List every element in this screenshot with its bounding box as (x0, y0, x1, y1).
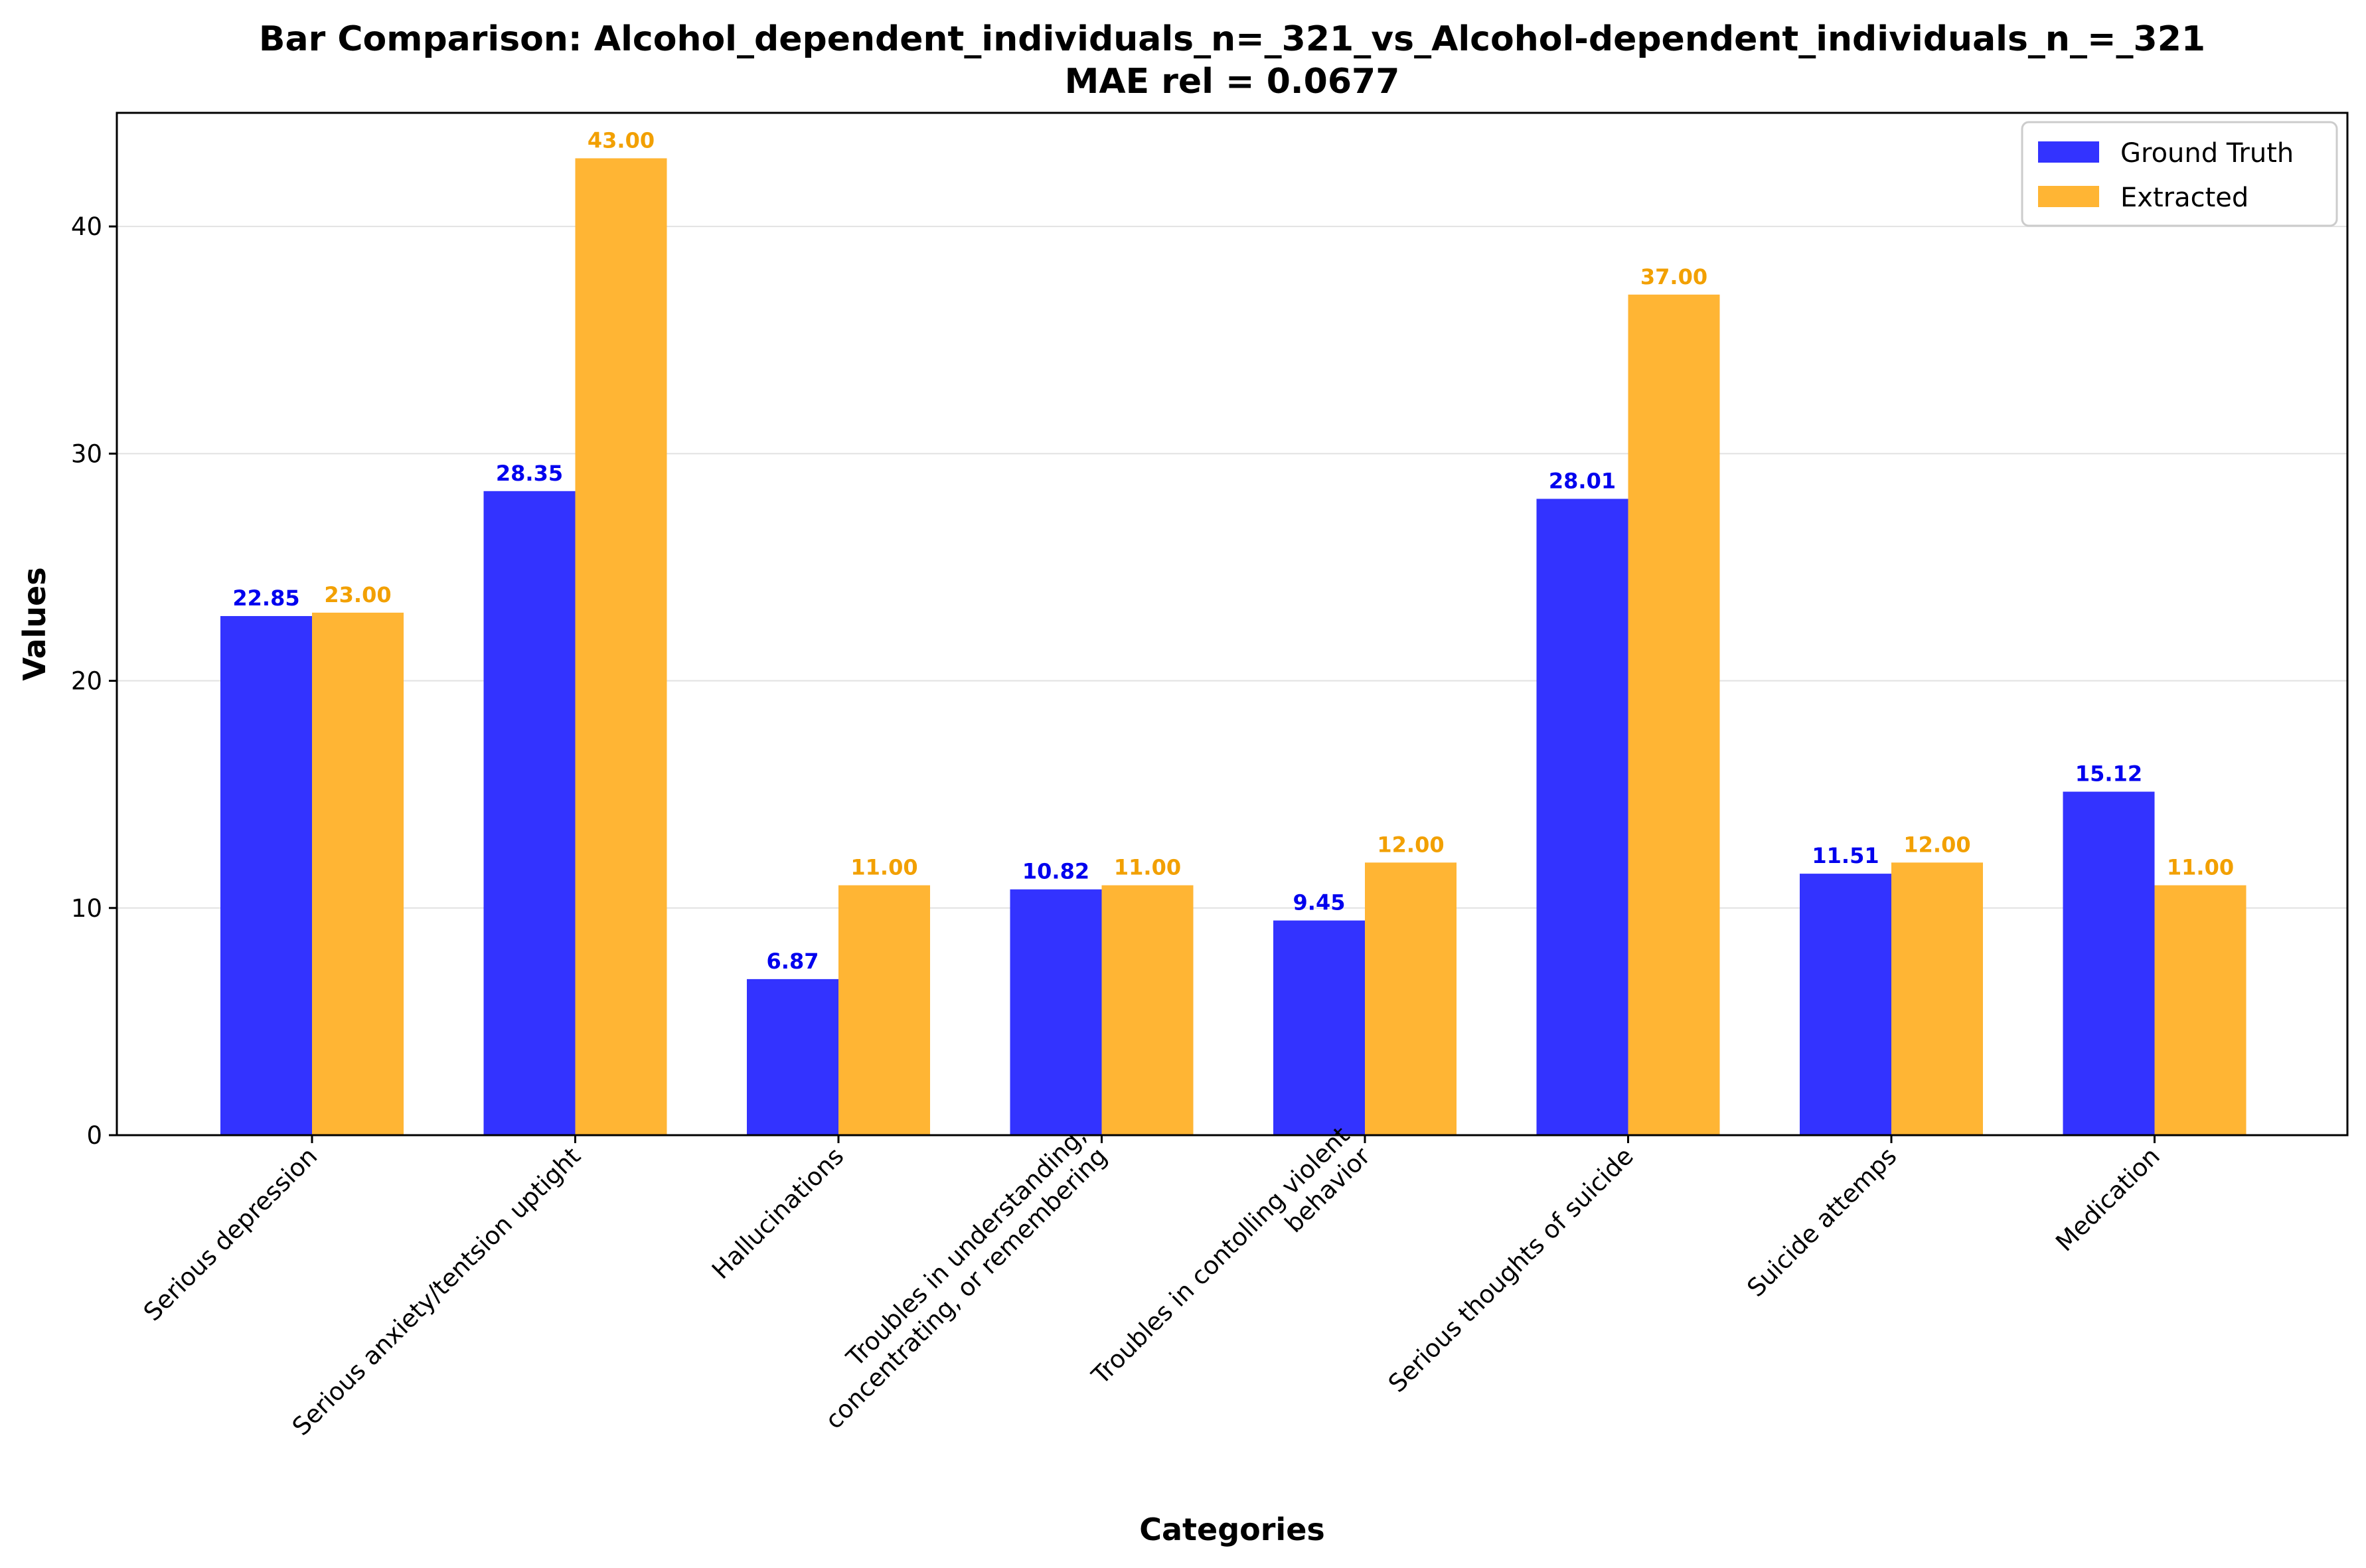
x-tick-label-line: concentrating, or remembering (820, 1142, 1113, 1435)
bar-extracted (1891, 862, 1983, 1135)
value-label-extracted: 11.00 (1114, 855, 1181, 880)
bar-ground-truth (1536, 499, 1628, 1135)
x-tick-label: Hallucinations (706, 1142, 849, 1285)
value-label-ground-truth: 22.85 (232, 586, 299, 611)
x-tick-label-line: Serious depression (138, 1142, 323, 1326)
bar-ground-truth (2063, 791, 2155, 1135)
x-tick-label-line: Troubles in contolling violent (1086, 1121, 1356, 1391)
x-tick-label: Serious thoughts of suicide (1383, 1142, 1639, 1398)
x-tick-label-line: Hallucinations (706, 1142, 849, 1285)
y-axis-title: Values (17, 567, 52, 680)
bar-ground-truth (483, 491, 576, 1135)
bar-extracted (1628, 294, 1720, 1135)
legend-label-extracted: Extracted (2120, 183, 2248, 213)
value-label-ground-truth: 11.51 (1812, 843, 1879, 868)
plot-frame (116, 112, 2349, 1137)
x-tick-label-line: Serious anxiety/tentsion uptight (287, 1142, 586, 1441)
x-tick-label: Serious anxiety/tentsion uptight (287, 1142, 586, 1441)
bar-extracted (1365, 862, 1457, 1135)
x-tick-label-line: Medication (2050, 1142, 2165, 1257)
chart-subtitle: MAE rel = 0.0677 (1065, 62, 1400, 102)
x-tick-label: Suicide attemps (1741, 1142, 1902, 1302)
legend-box (2021, 121, 2338, 227)
y-tick-label: 40 (71, 212, 102, 241)
legend: Ground Truth Extracted (2021, 121, 2338, 227)
legend-swatch-extracted (2038, 186, 2099, 207)
y-axis-ticks: 0 10 20 30 40 (71, 212, 117, 1150)
bars (220, 158, 2247, 1135)
value-label-extracted: 12.00 (1903, 832, 1970, 857)
value-labels: 22.85 28.35 6.87 10.82 9.45 28.01 11.51 15.12 23… (232, 127, 2234, 973)
y-tick-label: 20 (71, 667, 102, 696)
x-tick-label: Serious depression (138, 1142, 323, 1326)
bar-ground-truth (220, 616, 312, 1135)
value-label-extracted: 11.00 (2167, 855, 2234, 880)
value-label-extracted: 23.00 (324, 582, 391, 607)
legend-swatch-ground-truth (2038, 141, 2099, 163)
value-label-extracted: 11.00 (850, 855, 917, 880)
legend-label-ground-truth: Ground Truth (2120, 138, 2294, 169)
x-axis-title: Categories (1139, 1512, 1325, 1547)
bar-ground-truth (747, 979, 838, 1135)
y-tick-label: 10 (71, 894, 102, 923)
bar-ground-truth (1010, 889, 1102, 1135)
bar-extracted (1101, 885, 1194, 1135)
x-tick-label: Troubles in understanding,concentrating,… (799, 1121, 1113, 1435)
gridlines (117, 226, 2347, 909)
chart-title: Bar Comparison: Alcohol_dependent_indivi… (259, 19, 2205, 59)
bar-extracted (2154, 885, 2247, 1135)
value-label-extracted: 12.00 (1377, 832, 1444, 857)
value-label-extracted: 37.00 (1640, 264, 1707, 289)
value-label-ground-truth: 10.82 (1022, 859, 1089, 884)
x-tick-label-line: Serious thoughts of suicide (1383, 1142, 1639, 1398)
bar-extracted (312, 612, 404, 1135)
value-label-extracted: 43.00 (588, 127, 655, 153)
x-tick-label: Troubles in contolling violentbehavior (1086, 1121, 1376, 1411)
y-tick-label: 30 (71, 439, 102, 468)
x-tick-label-line: Suicide attemps (1741, 1142, 1902, 1302)
bar-ground-truth (1273, 920, 1365, 1135)
value-label-ground-truth: 15.12 (2075, 761, 2142, 787)
value-label-ground-truth: 28.35 (496, 461, 563, 486)
value-label-ground-truth: 6.87 (767, 949, 819, 974)
bar-extracted (838, 885, 930, 1135)
value-label-ground-truth: 9.45 (1293, 890, 1346, 915)
bar-ground-truth (1800, 874, 1891, 1135)
x-tick-label: Medication (2050, 1142, 2165, 1257)
y-tick-label: 0 (86, 1121, 102, 1150)
bar-extracted (575, 158, 667, 1135)
value-label-ground-truth: 28.01 (1549, 468, 1616, 493)
x-tick-label-line: Troubles in understanding, (840, 1121, 1092, 1373)
